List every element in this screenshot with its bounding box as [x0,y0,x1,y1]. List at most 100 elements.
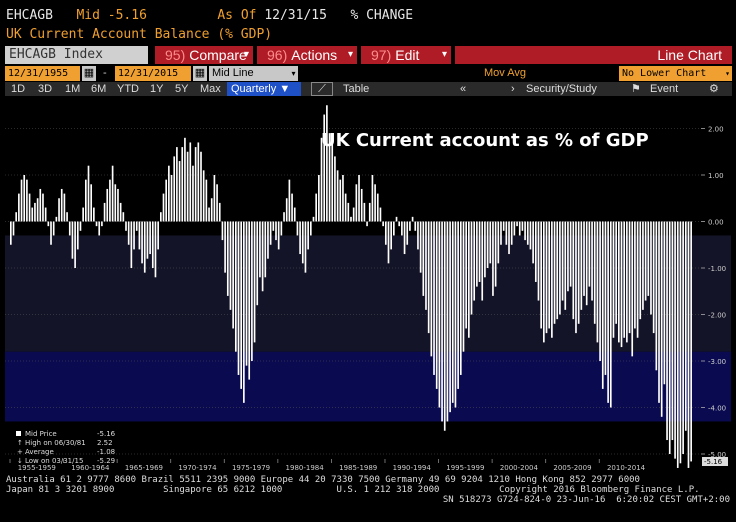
y-tick-label: 1.00 [708,172,724,180]
bar [446,221,449,422]
period-select[interactable]: Quarterly ▼ [227,82,301,96]
calendar-icon[interactable]: ▦ [82,66,96,81]
bar [173,156,176,222]
bar [465,221,467,329]
bar [623,221,626,338]
calendar-icon[interactable]: ▦ [193,66,207,81]
bar [23,175,26,222]
range-3d[interactable]: 3D [38,83,53,95]
scroll-left-icon[interactable]: « [460,83,467,95]
bar [202,170,205,222]
bar [12,221,15,236]
bar [663,221,666,385]
bar [109,179,111,222]
x-axis-ticks: 1955-1959 1960-1964 1965-1969 1970-1974 1975… [9,459,646,472]
bar [585,221,588,306]
range-6m[interactable]: 6M [91,83,107,95]
legend-average-value: -1.08 [97,448,115,456]
edit-label: Edit [395,47,420,63]
bar [117,188,119,222]
chart-style-icon[interactable]: ⟋ [311,82,333,96]
security-study-button[interactable]: Security/Study [526,83,597,95]
bar [358,175,360,222]
table-button[interactable]: Table [343,83,370,95]
bar [347,202,350,222]
bar [162,193,165,222]
legend-low-value: -5.29 [97,457,115,465]
bar [178,161,181,222]
bar [551,221,553,338]
bar [259,221,261,278]
scroll-right-icon[interactable]: › [511,83,515,95]
price-field-select[interactable]: Mid Line [209,66,289,81]
y-tick-label: 0.00 [708,219,724,227]
bar [283,212,285,222]
bar [674,221,676,459]
chevron-down-icon[interactable]: ▾ [289,66,298,81]
actions-button[interactable]: 96) Actions ▾ [257,46,357,64]
bar [360,188,363,222]
compare-button[interactable]: 95) Compare ▾ [155,46,253,64]
index-field[interactable]: EHCAGB Index [5,46,148,64]
edit-button[interactable]: 97) Edit ▾ [361,46,451,64]
range-1m[interactable]: 1M [65,83,81,95]
y-axis-ticks: 2.00 1.00 0.00 -1.00 -2.00 -3.00 -4.00 -5.00 [701,126,726,459]
flag-icon: ⚑ [631,83,641,95]
bar [125,221,127,231]
bar [334,156,336,222]
bar [553,221,556,324]
start-date-input[interactable]: 12/31/1955 [5,66,80,81]
bar [626,221,628,343]
bar [355,184,358,222]
bar [74,221,76,268]
bar-series [10,105,692,468]
bar [425,221,427,310]
bar [508,221,510,255]
footer: Australia 61 2 9777 8600 Brazil 5511 239… [6,475,730,505]
bar [184,137,186,222]
bar [34,202,36,222]
x-tick-label: 2010-2014 [607,464,646,472]
bar [518,221,521,236]
bar [133,221,135,250]
range-5y[interactable]: 5Y [175,83,189,95]
grid-lines [5,128,701,455]
bar [307,221,309,250]
bar [363,202,366,222]
lower-chart-select[interactable]: No Lower Chart [619,66,723,81]
bar [218,202,221,222]
mov-avg-label[interactable]: Mov Avg [484,67,526,79]
bar [470,221,473,315]
range-1d[interactable]: 1D [11,83,26,95]
bar [200,151,202,222]
range-max[interactable]: Max [200,83,221,95]
bar [328,133,331,222]
legend-high-value: 2.52 [97,439,113,447]
bar [438,221,441,408]
y-tick-label: -5.00 [708,451,726,459]
legend-mid-price-label: Mid Price [25,430,57,438]
y-tick-label: -2.00 [708,312,726,320]
bar [210,198,213,222]
bar [628,221,631,334]
bar [599,221,601,361]
bar [647,221,650,296]
bar [192,165,194,222]
bar [468,221,470,338]
end-date-input[interactable]: 12/31/2015 [115,66,191,81]
bar [572,221,575,320]
chevron-down-icon[interactable]: ▾ [723,66,732,81]
range-1y[interactable]: 1Y [150,83,164,95]
bar [234,221,237,352]
bar [101,221,103,227]
bar [556,221,559,320]
gear-icon[interactable]: ⚙ [709,83,719,95]
bar [127,221,130,245]
caret-down-icon: ▾ [347,49,353,60]
event-button[interactable]: Event [650,83,679,95]
range-ytd[interactable]: YTD [117,83,139,95]
bar [634,221,636,329]
bar [157,221,159,250]
legend-average-label: Average [25,448,54,456]
bar [299,221,301,255]
